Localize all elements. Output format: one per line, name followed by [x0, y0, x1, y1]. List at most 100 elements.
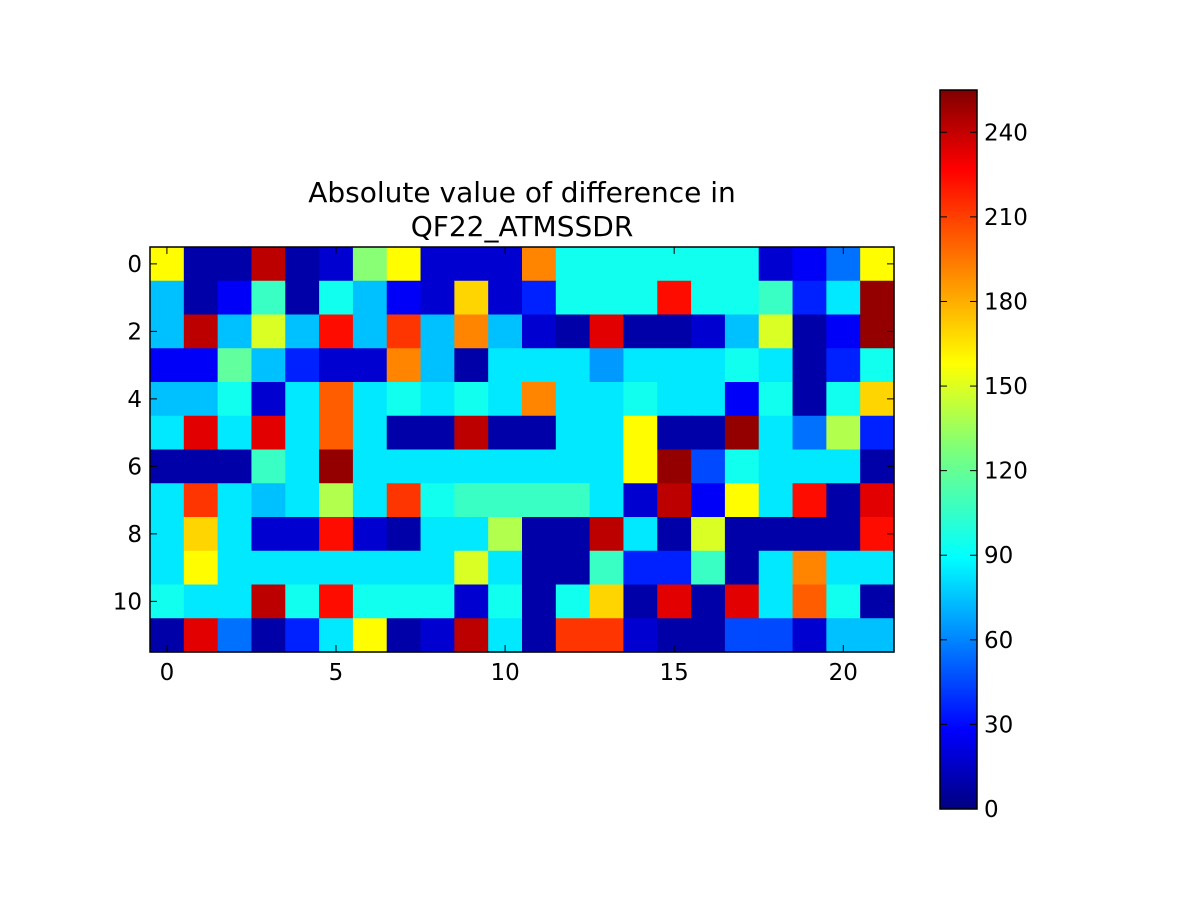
- heatmap-cell-r2-c11: [522, 314, 557, 349]
- heatmap-cell-r4-c14: [623, 382, 658, 417]
- heatmap-cell-r8-c2: [217, 517, 253, 552]
- heatmap-cell-r6-c13: [589, 449, 625, 484]
- heatmap-cell-r9-c4: [285, 550, 320, 586]
- heatmap-cell-r0-c11: [522, 247, 557, 282]
- heatmap-cell-r6-c14: [623, 449, 658, 484]
- heatmap-cell-r9-c10: [488, 550, 523, 586]
- heatmap-cell-r0-c2: [217, 247, 253, 282]
- heatmap-cell-r11-c18: [758, 618, 794, 653]
- heatmap-cell-r4-c17: [724, 382, 760, 417]
- heatmap-cell-r4-c20: [826, 382, 861, 417]
- heatmap-cell-r0-c12: [555, 247, 591, 282]
- heatmap-cell-r7-c16: [691, 483, 726, 518]
- heatmap-cell-r9-c16: [691, 550, 726, 586]
- y-tick-label-8: 8: [127, 522, 142, 548]
- heatmap-cell-r10-c8: [420, 584, 455, 619]
- heatmap-cell-r6-c2: [217, 449, 253, 484]
- heatmap-cell-r11-c12: [555, 618, 591, 653]
- heatmap-cell-r7-c20: [826, 483, 861, 518]
- heatmap-image: [150, 247, 895, 653]
- heatmap-cell-r1-c5: [319, 280, 354, 316]
- heatmap-cell-r1-c1: [183, 280, 219, 316]
- heatmap-cell-r6-c18: [758, 449, 794, 484]
- heatmap-cell-r7-c3: [251, 483, 286, 518]
- heatmap-cell-r9-c18: [758, 550, 794, 586]
- heatmap-cell-r5-c4: [285, 415, 320, 451]
- heatmap-cell-r2-c4: [285, 314, 320, 349]
- heatmap-cell-r2-c16: [691, 314, 726, 349]
- heatmap-cell-r5-c15: [657, 415, 692, 451]
- heatmap-cell-r3-c11: [522, 348, 557, 383]
- heatmap-cell-r2-c8: [420, 314, 455, 349]
- heatmap-cell-r5-c10: [488, 415, 523, 451]
- heatmap-cell-r3-c3: [251, 348, 286, 383]
- heatmap-cell-r6-c11: [522, 449, 557, 484]
- chart-title-line-1: Absolute value of difference in: [308, 176, 736, 209]
- heatmap-cell-r2-c2: [217, 314, 253, 349]
- heatmap-cell-r4-c3: [251, 382, 286, 417]
- heatmap-cell-r4-c11: [522, 382, 557, 417]
- heatmap-cell-r3-c21: [860, 348, 895, 383]
- heatmap-cell-r10-c10: [488, 584, 523, 619]
- heatmap-cell-r1-c4: [285, 280, 320, 316]
- heatmap-cell-r2-c17: [724, 314, 760, 349]
- colorbar-tick-label-90: 90: [984, 543, 1013, 569]
- heatmap-cell-r3-c6: [352, 348, 388, 383]
- heatmap-cell-r8-c7: [386, 517, 422, 552]
- heatmap-cell-r11-c6: [352, 618, 388, 653]
- heatmap-cell-r9-c19: [792, 550, 827, 586]
- heatmap-cell-r1-c2: [217, 280, 253, 316]
- heatmap-cell-r6-c4: [285, 449, 320, 484]
- heatmap-cell-r10-c6: [352, 584, 388, 619]
- colorbar-tick-label-120: 120: [984, 459, 1028, 485]
- heatmap-cell-r2-c14: [623, 314, 658, 349]
- heatmap-cell-r7-c14: [623, 483, 658, 518]
- heatmap-cell-r5-c3: [251, 415, 286, 451]
- heatmap-cell-r7-c15: [657, 483, 692, 518]
- heatmap-cell-r5-c7: [386, 415, 422, 451]
- heatmap-cell-r7-c9: [454, 483, 489, 518]
- heatmap-cell-r4-c1: [183, 382, 219, 417]
- heatmap-cell-r5-c2: [217, 415, 253, 451]
- heatmap-cell-r8-c19: [792, 517, 827, 552]
- heatmap-axes: 0 5 10 15 20 0 2 4 6 8 10: [113, 246, 895, 686]
- y-tick-label-4: 4: [127, 387, 142, 413]
- heatmap-cell-r11-c7: [386, 618, 422, 653]
- heatmap-cell-r9-c7: [386, 550, 422, 586]
- x-tick-label-15: 15: [660, 660, 689, 686]
- heatmap-cell-r2-c6: [352, 314, 388, 349]
- heatmap-cell-r6-c15: [657, 449, 692, 484]
- heatmap-cell-r5-c5: [319, 415, 354, 451]
- heatmap-cell-r8-c11: [522, 517, 557, 552]
- heatmap-cell-r5-c17: [724, 415, 760, 451]
- heatmap-cell-r3-c7: [386, 348, 422, 383]
- heatmap-cell-r4-c19: [792, 382, 827, 417]
- heatmap-cell-r6-c20: [826, 449, 861, 484]
- plot-frame: [149, 246, 895, 653]
- heatmap-cell-r4-c7: [386, 382, 422, 417]
- heatmap-cell-r10-c16: [691, 584, 726, 619]
- heatmap-cell-r2-c19: [792, 314, 827, 349]
- heatmap-cell-r8-c20: [826, 517, 861, 552]
- heatmap-cell-r9-c14: [623, 550, 658, 586]
- heatmap-cell-r7-c2: [217, 483, 253, 518]
- heatmap-cell-r5-c20: [826, 415, 861, 451]
- heatmap-cell-r10-c13: [589, 584, 625, 619]
- heatmap-cell-r0-c13: [589, 247, 625, 282]
- heatmap-cell-r6-c12: [555, 449, 591, 484]
- heatmap-cell-r7-c18: [758, 483, 794, 518]
- heatmap-cell-r1-c13: [589, 280, 625, 316]
- heatmap-cell-r7-c19: [792, 483, 827, 518]
- heatmap-cell-r8-c18: [758, 517, 794, 552]
- heatmap-cell-r4-c5: [319, 382, 354, 417]
- heatmap-cell-r2-c15: [657, 314, 692, 349]
- heatmap-cell-r9-c5: [319, 550, 354, 586]
- heatmap-cell-r10-c5: [319, 584, 354, 619]
- heatmap-cell-r2-c1: [183, 314, 219, 349]
- heatmap-cell-r5-c0: [150, 415, 185, 451]
- heatmap-cell-r10-c17: [724, 584, 760, 619]
- heatmap-cell-r10-c14: [623, 584, 658, 619]
- heatmap-cell-r1-c14: [623, 280, 658, 316]
- heatmap-cell-r1-c20: [826, 280, 861, 316]
